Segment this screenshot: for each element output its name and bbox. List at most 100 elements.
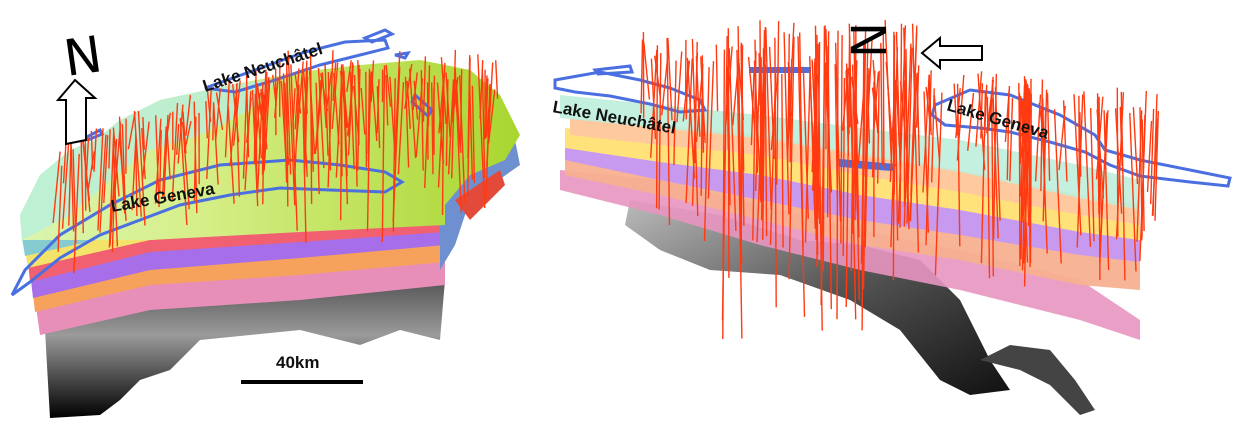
fault-line (459, 75, 466, 203)
fault-line (343, 70, 348, 177)
fault-line (413, 80, 419, 120)
fault-line (967, 92, 975, 151)
fault-line (357, 60, 361, 109)
fault-line (263, 77, 270, 142)
fault-line (781, 73, 784, 248)
fault-line (127, 111, 136, 150)
fault-line (459, 69, 463, 148)
fault-line (309, 50, 313, 204)
fault-line (1053, 109, 1062, 264)
basement-surface (625, 200, 1010, 395)
fault-line (863, 26, 867, 177)
fault-line (360, 87, 366, 135)
fault-line (825, 28, 830, 152)
fault-line (73, 153, 80, 274)
fault-line (451, 49, 457, 179)
north-label: N (842, 22, 898, 58)
north-arrow-icon (55, 78, 98, 146)
fault-line (80, 141, 84, 234)
fault-line (911, 23, 920, 253)
fault-line (447, 79, 455, 175)
lake-neuchatel-outline (553, 64, 708, 114)
fault-line (193, 101, 198, 214)
fault-line (301, 76, 307, 244)
fault-line (52, 151, 61, 223)
fault-line (827, 46, 832, 310)
fault-line (1132, 107, 1139, 185)
fault-line (154, 118, 162, 204)
fault-line (256, 84, 262, 117)
fault-line (349, 71, 355, 170)
fault-line (87, 151, 95, 190)
right-3d-view: N Lake Neuchâtel Lake Geneva (540, 0, 1238, 421)
scale-bar (241, 380, 363, 384)
fault-line (286, 57, 289, 207)
north-label: N (60, 25, 105, 88)
fault-line (703, 67, 710, 242)
fault-line (406, 80, 411, 129)
fault-line (786, 22, 795, 154)
fault-line (327, 50, 334, 188)
fault-line (822, 26, 826, 271)
fault-line (872, 59, 879, 133)
fault-line (1154, 110, 1159, 221)
fault-line (802, 66, 809, 219)
fault-line (205, 101, 208, 139)
fault-line (213, 104, 219, 185)
layer-purple (30, 225, 445, 298)
left-block-model: N Lake Neuchâtel Lake Geneva 40km (10, 25, 520, 418)
fault-line (640, 39, 644, 114)
layer-cyan-top (560, 95, 1140, 210)
fault-line (471, 85, 476, 184)
fault-line (899, 23, 903, 228)
fault-line (324, 64, 329, 156)
fault-line (728, 48, 737, 231)
fault-line (783, 32, 790, 215)
fault-line (103, 135, 109, 204)
fault-line (788, 36, 795, 280)
left-3d-view: N Lake Neuchâtel Lake Geneva 40km (0, 0, 540, 421)
fault-line (262, 69, 267, 144)
fault-line (477, 54, 486, 209)
fault-line (183, 120, 192, 153)
fault-line (1090, 107, 1095, 242)
layer-red (28, 218, 445, 282)
fault-line (353, 74, 358, 187)
fault-line (455, 80, 461, 143)
fault-line (1139, 107, 1143, 238)
fault-line (650, 58, 657, 140)
fault-line (845, 35, 851, 308)
fault-line (685, 58, 693, 204)
fault-line (764, 64, 768, 237)
fault-line (242, 88, 248, 179)
fault-line (736, 49, 743, 339)
fault-line (740, 42, 745, 172)
fault-line (666, 37, 671, 226)
fault-line (112, 143, 119, 247)
fault-line (90, 130, 94, 170)
fault-line (392, 67, 401, 222)
fault-line (1021, 80, 1027, 223)
fault-line (137, 111, 146, 226)
fault-line (108, 129, 111, 169)
fault-line (431, 82, 434, 175)
fault-line (809, 56, 816, 229)
fault-line (141, 121, 150, 181)
fault-line (759, 20, 762, 203)
fault-line (1096, 109, 1104, 199)
fault-line (922, 74, 930, 193)
fault-line (1020, 84, 1026, 197)
fault-line (727, 28, 730, 278)
fault-line (141, 128, 146, 180)
fault-line (715, 44, 719, 112)
fault-line (854, 25, 857, 221)
fault-line (121, 124, 126, 212)
fault-line (1009, 97, 1014, 182)
fault-line (934, 92, 943, 276)
fault-line (290, 64, 298, 231)
fault-line (1018, 82, 1021, 197)
fault-line (215, 92, 224, 131)
fault-line (62, 142, 67, 184)
fault-line (287, 50, 296, 206)
fault-line (263, 79, 271, 171)
